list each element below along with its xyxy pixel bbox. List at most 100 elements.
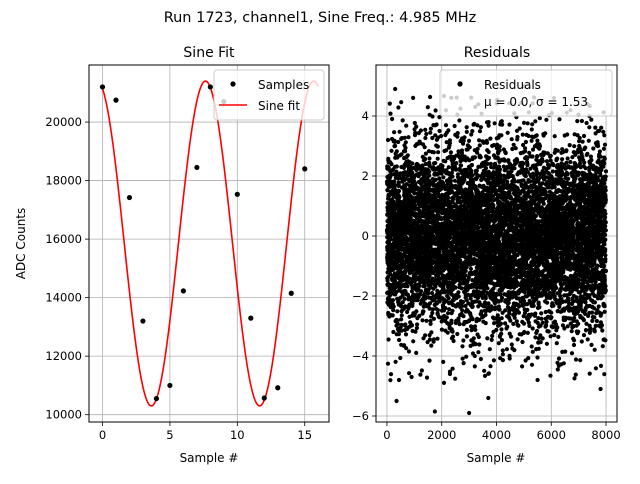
residual-point <box>484 321 488 325</box>
residual-point <box>545 320 549 324</box>
residual-point <box>403 304 407 308</box>
residual-point <box>453 124 457 128</box>
residual-point <box>429 344 433 348</box>
sample-point <box>113 98 118 103</box>
residual-point <box>443 329 447 333</box>
residual-point <box>530 139 534 143</box>
residual-point <box>474 185 478 189</box>
residual-point <box>571 337 575 341</box>
residual-point <box>595 319 599 323</box>
residual-point <box>520 364 524 368</box>
residual-point <box>411 96 415 100</box>
residual-point <box>399 100 403 104</box>
residual-point <box>450 311 454 315</box>
residual-point <box>389 372 393 376</box>
residual-point <box>524 286 528 290</box>
residual-point <box>407 315 411 319</box>
residual-point <box>465 130 469 134</box>
residual-point <box>428 131 432 135</box>
residual-point <box>516 337 520 341</box>
residual-point <box>512 348 516 352</box>
residual-point <box>507 354 511 358</box>
residual-point <box>515 135 519 139</box>
residual-point <box>560 350 564 354</box>
residual-point <box>522 322 526 326</box>
residual-point <box>478 129 482 133</box>
sine-fit-legend: Samples Sine fit <box>214 70 324 120</box>
residual-point <box>421 163 425 167</box>
sample-point <box>140 318 145 323</box>
residual-point <box>479 357 483 361</box>
legend-samples-marker <box>230 81 235 86</box>
sine-fit-ytick-label: 16000 <box>45 232 82 246</box>
residual-point <box>556 367 560 371</box>
residual-point <box>548 374 552 378</box>
residual-point <box>528 167 532 171</box>
residual-point <box>465 125 469 129</box>
residual-point <box>574 295 578 299</box>
residual-point <box>437 176 441 180</box>
residual-point <box>432 317 436 321</box>
residual-point <box>575 119 579 123</box>
residual-point <box>566 156 570 160</box>
sample-point <box>167 383 172 388</box>
residual-point <box>602 133 606 137</box>
residuals-title: Residuals <box>464 45 530 61</box>
residual-point <box>521 150 525 154</box>
residual-point <box>570 325 574 329</box>
residual-point <box>575 331 579 335</box>
residual-point <box>420 318 424 322</box>
residual-point <box>469 267 473 271</box>
residual-point <box>440 328 444 332</box>
residual-point <box>386 267 390 271</box>
residual-point <box>592 327 596 331</box>
residual-point <box>429 330 433 334</box>
residual-point <box>530 363 534 367</box>
residual-point <box>549 334 553 338</box>
residual-point <box>457 118 461 122</box>
residual-point <box>522 121 526 125</box>
residual-point <box>427 156 431 160</box>
residual-point <box>570 329 574 333</box>
residual-point <box>460 344 464 348</box>
residual-point <box>586 181 590 185</box>
residual-point <box>503 321 507 325</box>
residual-point <box>594 366 598 370</box>
residual-point <box>453 377 457 381</box>
residual-point <box>470 129 474 133</box>
residual-point <box>435 138 439 142</box>
residual-point <box>585 121 589 125</box>
residual-point <box>473 364 477 368</box>
residual-point <box>491 315 495 319</box>
residual-point <box>570 187 574 191</box>
residual-point <box>405 327 409 331</box>
residual-point <box>441 360 445 364</box>
residual-point <box>465 334 469 338</box>
sample-point <box>194 165 199 170</box>
residual-point <box>513 316 517 320</box>
sample-point <box>289 291 294 296</box>
residual-point <box>436 150 440 154</box>
residual-point <box>586 337 590 341</box>
residual-point <box>430 311 434 315</box>
residual-point <box>400 309 404 313</box>
residual-point <box>528 299 532 303</box>
residual-point <box>583 300 587 304</box>
residual-point <box>545 342 549 346</box>
residual-point <box>503 308 507 312</box>
residual-point <box>412 284 416 288</box>
residual-point <box>582 333 586 337</box>
residual-point <box>461 338 465 342</box>
residual-point <box>488 347 492 351</box>
residual-point <box>593 126 597 130</box>
residual-point <box>397 184 401 188</box>
residual-point <box>526 121 530 125</box>
sine-fit-xtick-label: 15 <box>297 428 312 442</box>
residual-point <box>516 324 520 328</box>
residual-point <box>435 337 439 341</box>
legend-sine-fit-label: Sine fit <box>258 99 300 113</box>
residual-point <box>515 319 519 323</box>
residual-point <box>566 324 570 328</box>
residual-point <box>428 95 432 99</box>
